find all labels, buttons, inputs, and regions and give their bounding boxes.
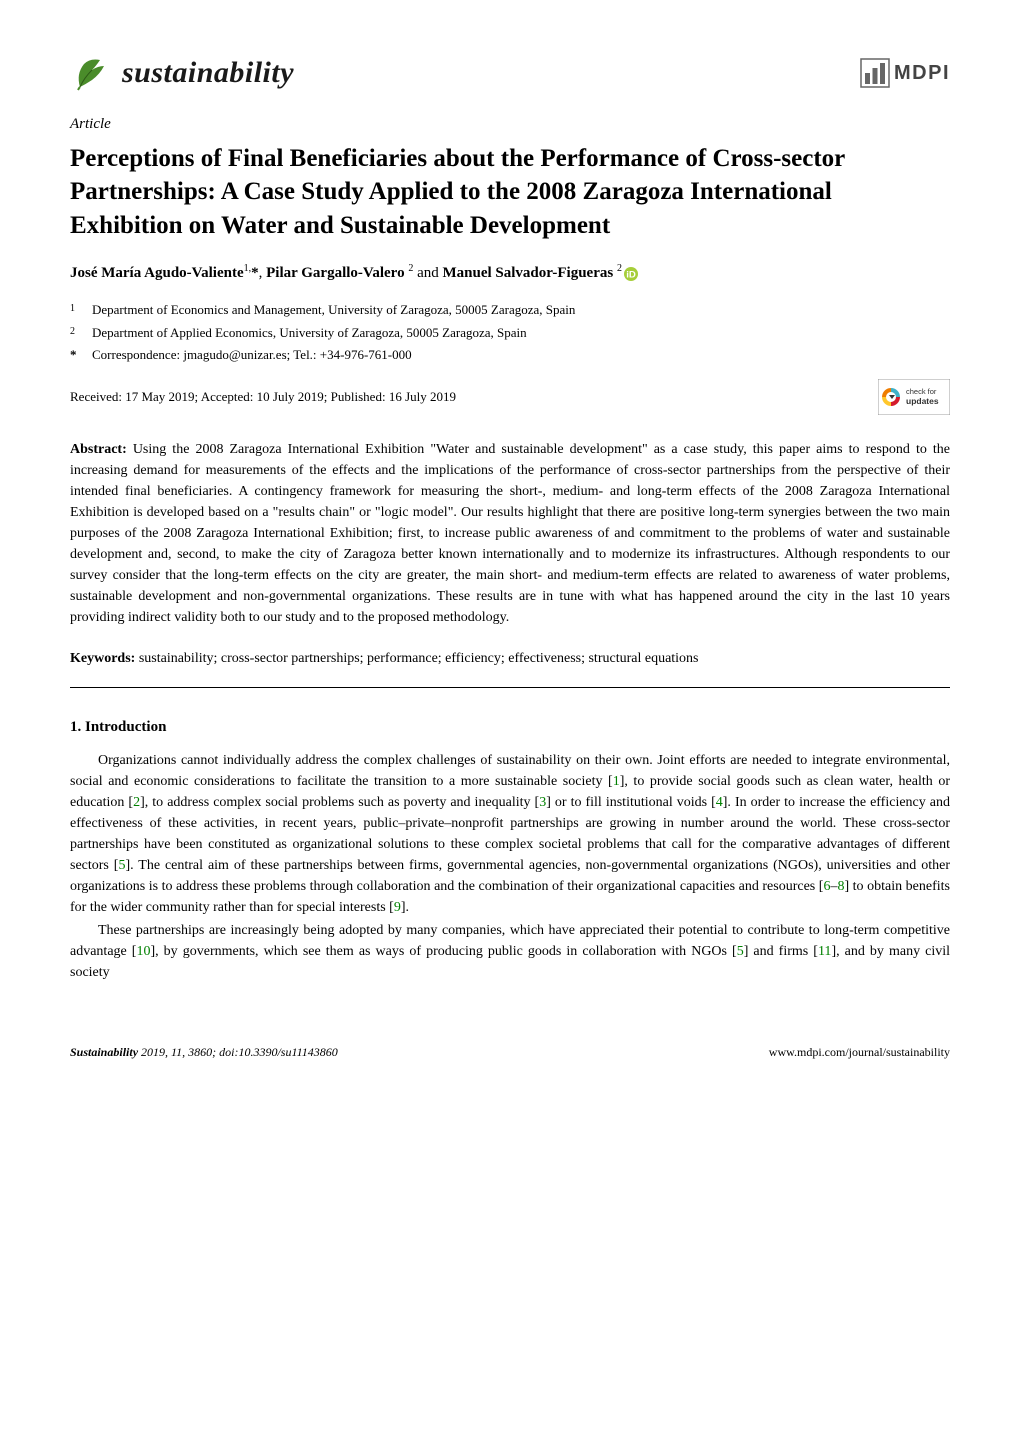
affiliation-row: 1 Department of Economics and Management… [92, 300, 950, 320]
keywords-text: sustainability; cross-sector partnership… [139, 651, 699, 666]
journal-name: sustainability [122, 50, 294, 95]
footer-left: Sustainability 2019, 11, 3860; doi:10.33… [70, 1043, 338, 1061]
page-footer: Sustainability 2019, 11, 3860; doi:10.33… [70, 1043, 950, 1061]
correspondence-row: * Correspondence: jmagudo@unizar.es; Tel… [92, 345, 950, 365]
orcid-icon[interactable]: iD [624, 266, 638, 280]
corresponding-mark: * [251, 265, 259, 281]
affiliation-num: 2 [70, 323, 92, 343]
body-text: ], to address complex social problems su… [140, 795, 539, 810]
author-sup: 1, [244, 263, 252, 274]
body-text: ], by governments, which see them as way… [150, 944, 736, 959]
footer-journal: Sustainability [70, 1045, 138, 1059]
body-paragraph: These partnerships are increasingly bein… [70, 920, 950, 983]
citation-link[interactable]: 9 [394, 900, 401, 915]
svg-text:iD: iD [626, 270, 636, 281]
body-text: ] and firms [ [744, 944, 818, 959]
affiliation-text: Department of Applied Economics, Univers… [92, 323, 527, 343]
header-row: sustainability MDPI [70, 50, 950, 95]
abstract: Abstract: Using the 2008 Zaragoza Intern… [70, 439, 950, 628]
check-for-updates-icon[interactable]: check for updates [878, 379, 950, 415]
citation-link[interactable]: 4 [716, 795, 723, 810]
body-paragraph: Organizations cannot individually addres… [70, 750, 950, 918]
abstract-text: Using the 2008 Zaragoza International Ex… [70, 442, 950, 625]
affiliation-row: 2 Department of Applied Economics, Unive… [92, 323, 950, 343]
author-sep: , [259, 265, 267, 281]
leaf-icon [70, 52, 112, 94]
author-name: Manuel Salvador-Figueras [443, 265, 614, 281]
citation-link[interactable]: 11 [818, 944, 831, 959]
mdpi-icon [860, 58, 890, 88]
separator-line [70, 687, 950, 688]
keywords: Keywords: sustainability; cross-sector p… [70, 648, 950, 669]
body-text: ]. The central aim of these partnerships… [70, 858, 950, 894]
author-name: José María Agudo-Valiente [70, 265, 244, 281]
publisher-logo: MDPI [860, 58, 950, 88]
affiliations: 1 Department of Economics and Management… [70, 300, 950, 365]
author-name: Pilar Gargallo-Valero [266, 265, 404, 281]
citation-link[interactable]: 1 [613, 774, 620, 789]
abstract-label: Abstract: [70, 442, 127, 457]
body-text: ] or to fill institutional voids [ [546, 795, 716, 810]
dates-row: Received: 17 May 2019; Accepted: 10 July… [70, 379, 950, 415]
citation-link[interactable]: 5 [737, 944, 744, 959]
svg-text:updates: updates [906, 396, 939, 406]
authors-line: José María Agudo-Valiente1,*, Pilar Garg… [70, 261, 950, 285]
body-text: ]. [401, 900, 409, 915]
keywords-label: Keywords: [70, 651, 135, 666]
affiliation-num: 1 [70, 300, 92, 320]
correspondence-mark: * [70, 345, 92, 365]
publisher-name: MDPI [894, 58, 950, 88]
correspondence-text: Correspondence: jmagudo@unizar.es; Tel.:… [92, 345, 412, 365]
author-sup: 2 [617, 263, 622, 274]
footer-citation: 2019, 11, 3860; doi:10.3390/su11143860 [141, 1045, 338, 1059]
article-title: Perceptions of Final Beneficiaries about… [70, 142, 950, 243]
footer-url[interactable]: www.mdpi.com/journal/sustainability [769, 1043, 950, 1061]
author-sep: and [413, 265, 442, 281]
affiliation-text: Department of Economics and Management, … [92, 300, 575, 320]
svg-text:check for: check for [906, 387, 937, 396]
publication-dates: Received: 17 May 2019; Accepted: 10 July… [70, 387, 456, 407]
citation-link[interactable]: 10 [136, 944, 150, 959]
section-heading: 1. Introduction [70, 716, 950, 739]
journal-logo: sustainability [70, 50, 294, 95]
article-type: Article [70, 113, 950, 136]
